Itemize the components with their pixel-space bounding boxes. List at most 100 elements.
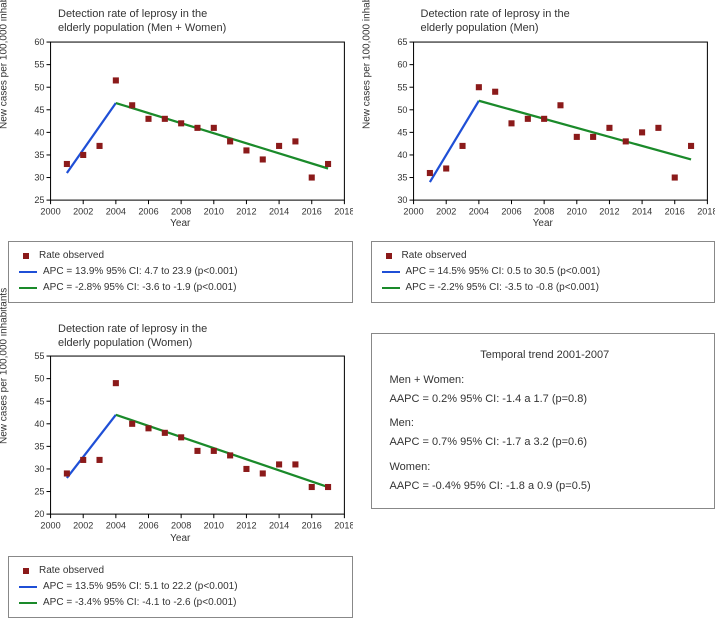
legend-label: APC = -3.4% 95% CI: -4.1 to -2.6 (p<0.00… xyxy=(43,595,236,611)
trend-title: Temporal trend 2001-2007 xyxy=(390,348,701,363)
legend-label: APC = 13.5% 95% CI: 5.1 to 22.2 (p<0.001… xyxy=(43,579,238,595)
legend-label: APC = -2.8% 95% CI: -3.6 to -1.9 (p<0.00… xyxy=(43,280,236,296)
svg-text:2006: 2006 xyxy=(501,206,521,216)
svg-text:2002: 2002 xyxy=(73,206,93,216)
legend-apc-1: APC = 13.9% 95% CI: 4.7 to 23.9 (p<0.001… xyxy=(19,264,342,280)
trend-label: Men + Women: xyxy=(390,373,701,388)
svg-text:2002: 2002 xyxy=(73,521,93,531)
svg-text:2012: 2012 xyxy=(236,206,256,216)
svg-text:30: 30 xyxy=(34,464,44,474)
svg-text:2010: 2010 xyxy=(204,206,224,216)
trend-group-women: Women: AAPC = -0.4% 95% CI: -1.8 a 0.9 (… xyxy=(390,460,701,494)
chart-area: New cases per 100,000 inhabitants 303540… xyxy=(371,38,716,220)
svg-text:55: 55 xyxy=(34,352,44,361)
svg-text:2012: 2012 xyxy=(236,521,256,531)
chart-title: Detection rate of leprosy in theelderly … xyxy=(58,8,353,36)
legend-apc-1: APC = 13.5% 95% CI: 5.1 to 22.2 (p<0.001… xyxy=(19,579,342,595)
temporal-trend-box: Temporal trend 2001-2007 Men + Women: AA… xyxy=(371,333,716,509)
y-axis-label: New cases per 100,000 inhabitants xyxy=(0,0,10,129)
legend-apc-2: APC = -2.2% 95% CI: -3.5 to -0.8 (p<0.00… xyxy=(382,280,705,296)
chart-svg: 3035404550556065200020022004200620082010… xyxy=(371,38,716,220)
square-marker-icon xyxy=(19,566,33,576)
svg-text:2006: 2006 xyxy=(138,521,158,531)
svg-text:25: 25 xyxy=(34,195,44,205)
svg-text:2014: 2014 xyxy=(631,206,651,216)
trend-group-men: Men: AAPC = 0.7% 95% CI: -1.7 a 3.2 (p=0… xyxy=(390,416,701,450)
svg-text:2004: 2004 xyxy=(468,206,488,216)
panel-men-women: Detection rate of leprosy in theelderly … xyxy=(8,8,353,229)
svg-text:2006: 2006 xyxy=(138,206,158,216)
line-icon xyxy=(19,271,37,273)
svg-text:2008: 2008 xyxy=(171,521,191,531)
line-icon xyxy=(382,287,400,289)
legend-label: APC = 13.9% 95% CI: 4.7 to 23.9 (p<0.001… xyxy=(43,264,238,280)
svg-text:2014: 2014 xyxy=(269,521,289,531)
svg-text:35: 35 xyxy=(34,149,44,159)
line-icon xyxy=(382,271,400,273)
svg-text:2012: 2012 xyxy=(599,206,619,216)
svg-text:2004: 2004 xyxy=(106,521,126,531)
line-icon xyxy=(19,586,37,588)
legend-rate-observed: Rate observed xyxy=(19,563,342,579)
svg-text:2000: 2000 xyxy=(40,521,60,531)
legend-label: Rate observed xyxy=(39,248,104,264)
legend-rate-observed: Rate observed xyxy=(382,248,705,264)
panel-men: Detection rate of leprosy in theelderly … xyxy=(371,8,716,229)
svg-text:2016: 2016 xyxy=(302,206,322,216)
svg-text:2002: 2002 xyxy=(436,206,456,216)
svg-text:50: 50 xyxy=(34,82,44,92)
svg-text:2000: 2000 xyxy=(40,206,60,216)
chart-svg: 20 25 30 35 40 45 50 55 2000 2002 2004 2006 2008 2010… xyxy=(8,352,353,534)
svg-text:45: 45 xyxy=(34,397,44,407)
trend-value: AAPC = -0.4% 95% CI: -1.8 a 0.9 (p=0.5) xyxy=(390,479,701,494)
svg-text:2008: 2008 xyxy=(534,206,554,216)
figure-grid: Detection rate of leprosy in theelderly … xyxy=(8,8,715,618)
trend-value: AAPC = 0.7% 95% CI: -1.7 a 3.2 (p=0.6) xyxy=(390,435,701,450)
svg-text:2016: 2016 xyxy=(302,521,322,531)
svg-text:2018: 2018 xyxy=(334,521,352,531)
trend-label: Women: xyxy=(390,460,701,475)
svg-text:40: 40 xyxy=(34,419,44,429)
svg-text:55: 55 xyxy=(34,59,44,69)
svg-text:2008: 2008 xyxy=(171,206,191,216)
svg-text:35: 35 xyxy=(34,442,44,452)
svg-text:45: 45 xyxy=(397,127,407,137)
svg-text:50: 50 xyxy=(34,374,44,384)
legend-men: Rate observed APC = 14.5% 95% CI: 0.5 to… xyxy=(371,241,716,303)
chart-title: Detection rate of leprosy in theelderly … xyxy=(58,323,353,351)
legend-apc-1: APC = 14.5% 95% CI: 0.5 to 30.5 (p<0.001… xyxy=(382,264,705,280)
svg-text:55: 55 xyxy=(397,82,407,92)
svg-text:30: 30 xyxy=(397,195,407,205)
legend-women: Rate observed APC = 13.5% 95% CI: 5.1 to… xyxy=(8,556,353,618)
legend-label: APC = 14.5% 95% CI: 0.5 to 30.5 (p<0.001… xyxy=(406,264,601,280)
legend-apc-2: APC = -2.8% 95% CI: -3.6 to -1.9 (p<0.00… xyxy=(19,280,342,296)
trend-value: AAPC = 0.2% 95% CI: -1.4 a 1.7 (p=0.8) xyxy=(390,392,701,407)
line-icon xyxy=(19,602,37,604)
trend-group-mw: Men + Women: AAPC = 0.2% 95% CI: -1.4 a … xyxy=(390,373,701,407)
chart-area: New cases per 100,000 inhabitants 253035… xyxy=(8,38,353,220)
chart-area: New cases per 100,000 inhabitants 202530… xyxy=(8,352,353,534)
svg-text:2004: 2004 xyxy=(106,206,126,216)
svg-text:45: 45 xyxy=(34,104,44,114)
svg-text:2018: 2018 xyxy=(697,206,715,216)
svg-text:2018: 2018 xyxy=(334,206,352,216)
line-icon xyxy=(19,287,37,289)
legend-men-women: Rate observed APC = 13.9% 95% CI: 4.7 to… xyxy=(8,241,353,303)
svg-text:30: 30 xyxy=(34,172,44,182)
svg-text:65: 65 xyxy=(397,38,407,47)
trend-label: Men: xyxy=(390,416,701,431)
legend-apc-2: APC = -3.4% 95% CI: -4.1 to -2.6 (p<0.00… xyxy=(19,595,342,611)
square-marker-icon xyxy=(19,251,33,261)
svg-text:60: 60 xyxy=(397,59,407,69)
svg-text:2010: 2010 xyxy=(204,521,224,531)
legend-label: Rate observed xyxy=(39,563,104,579)
legend-label: Rate observed xyxy=(402,248,467,264)
svg-text:2000: 2000 xyxy=(403,206,423,216)
y-axis-label: New cases per 100,000 inhabitants xyxy=(361,0,372,129)
svg-text:50: 50 xyxy=(397,104,407,114)
chart-svg: 2530354045505560200020022004200620082010… xyxy=(8,38,353,220)
svg-text:20: 20 xyxy=(34,510,44,520)
panel-women: Detection rate of leprosy in theelderly … xyxy=(8,323,353,544)
svg-text:2016: 2016 xyxy=(664,206,684,216)
svg-text:25: 25 xyxy=(34,487,44,497)
